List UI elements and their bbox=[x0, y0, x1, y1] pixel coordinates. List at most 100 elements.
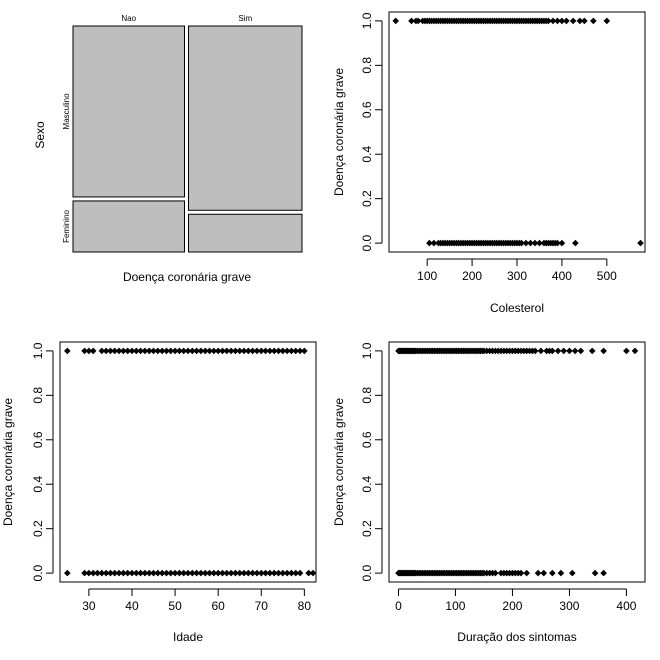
data-point bbox=[102, 347, 110, 355]
x-tick-label: 50 bbox=[168, 599, 182, 613]
data-point bbox=[184, 569, 192, 577]
data-point bbox=[227, 569, 235, 577]
data-point bbox=[163, 569, 170, 577]
data-point bbox=[283, 569, 291, 577]
data-point bbox=[523, 569, 530, 577]
y-tick-label: 1.0 bbox=[31, 342, 45, 359]
data-point bbox=[141, 347, 149, 355]
x-axis-title: Duração dos sintomas bbox=[457, 630, 576, 644]
data-point bbox=[206, 347, 213, 355]
data-point bbox=[554, 239, 561, 247]
data-point bbox=[120, 569, 127, 577]
data-point bbox=[193, 347, 200, 355]
y-tick-label: 0.2 bbox=[360, 520, 374, 537]
data-point bbox=[210, 347, 218, 355]
data-point bbox=[171, 347, 179, 355]
scatter-plot-idade: 30 40 50 60 70 80 0.0 0.2 0.4 0.6 0.8 1.0 Idade Doenç… bbox=[1, 341, 317, 644]
y-tick-label: 0.0 bbox=[360, 234, 374, 251]
data-point bbox=[566, 347, 573, 355]
plot-frame bbox=[59, 341, 317, 583]
data-point bbox=[115, 569, 123, 577]
data-point bbox=[206, 569, 213, 577]
data-point bbox=[184, 347, 192, 355]
mosaic-tile bbox=[187, 213, 303, 253]
data-point bbox=[288, 569, 295, 577]
data-point bbox=[492, 569, 499, 577]
data-point bbox=[197, 347, 205, 355]
y-axis-title: Doença coronária grave bbox=[1, 398, 15, 526]
data-point bbox=[292, 347, 300, 355]
data-point bbox=[549, 569, 556, 577]
data-point bbox=[145, 569, 153, 577]
data-point bbox=[531, 239, 539, 247]
data-point bbox=[558, 239, 566, 247]
data-point bbox=[518, 239, 525, 247]
data-point bbox=[236, 347, 244, 355]
data-point bbox=[522, 239, 530, 247]
data-point bbox=[517, 569, 525, 577]
data-point bbox=[408, 17, 415, 25]
data-point bbox=[288, 347, 295, 355]
data-point bbox=[279, 569, 287, 577]
data-point bbox=[249, 569, 256, 577]
data-point bbox=[560, 347, 568, 355]
data-point bbox=[232, 347, 239, 355]
data-point bbox=[167, 347, 175, 355]
data-point bbox=[301, 347, 308, 355]
data-point bbox=[266, 569, 274, 577]
data-point bbox=[137, 347, 144, 355]
y-tick-label: 0.4 bbox=[360, 146, 374, 163]
x-tick-label: 200 bbox=[462, 269, 482, 283]
data-point bbox=[253, 347, 261, 355]
y-axis-title: Doença coronária grave bbox=[332, 398, 346, 526]
x-tick-label: 60 bbox=[211, 599, 225, 613]
data-point bbox=[176, 347, 183, 355]
y-tick-label: 0.4 bbox=[360, 476, 374, 493]
data-point bbox=[270, 347, 278, 355]
data-point bbox=[531, 347, 539, 355]
x-tick-label: 100 bbox=[417, 269, 437, 283]
data-point bbox=[257, 347, 265, 355]
data-point bbox=[141, 569, 149, 577]
data-point bbox=[279, 347, 287, 355]
data-point bbox=[262, 347, 269, 355]
data-point bbox=[98, 569, 106, 577]
x-axis-title: Idade bbox=[173, 630, 203, 644]
data-point bbox=[414, 17, 422, 25]
data-point bbox=[549, 17, 557, 25]
data-point bbox=[257, 569, 265, 577]
data-point bbox=[581, 17, 588, 25]
data-point bbox=[167, 569, 175, 577]
data-point bbox=[577, 347, 585, 355]
data-point bbox=[631, 347, 639, 355]
data-point bbox=[89, 347, 97, 355]
data-point bbox=[591, 569, 599, 577]
x-tick-label: 300 bbox=[507, 269, 527, 283]
x-tick-label: 200 bbox=[502, 599, 522, 613]
data-point bbox=[214, 347, 222, 355]
data-point bbox=[115, 347, 123, 355]
mosaic-plot-sexo: Sexo Doença coronária grave Nao Sim Mascul… bbox=[33, 14, 303, 284]
data-point bbox=[296, 347, 304, 355]
data-point bbox=[266, 347, 274, 355]
data-point bbox=[292, 569, 300, 577]
x-tick-label: 400 bbox=[552, 269, 572, 283]
data-point bbox=[197, 569, 205, 577]
data-point bbox=[253, 569, 261, 577]
mosaic-ylabel: Sexo bbox=[33, 121, 47, 149]
data-point bbox=[545, 17, 552, 25]
x-tick-label: 70 bbox=[255, 599, 269, 613]
x-tick-label: 0 bbox=[395, 599, 402, 613]
data-point bbox=[572, 239, 579, 247]
data-point bbox=[227, 347, 235, 355]
data-point bbox=[262, 569, 269, 577]
y-tick-label: 0.4 bbox=[31, 476, 45, 493]
y-tick-label: 0.2 bbox=[360, 190, 374, 207]
data-point bbox=[89, 569, 97, 577]
y-axis-title: Doença coronária grave bbox=[332, 68, 346, 196]
data-point bbox=[557, 569, 565, 577]
data-point bbox=[571, 347, 579, 355]
data-point bbox=[128, 347, 136, 355]
data-point bbox=[214, 569, 222, 577]
